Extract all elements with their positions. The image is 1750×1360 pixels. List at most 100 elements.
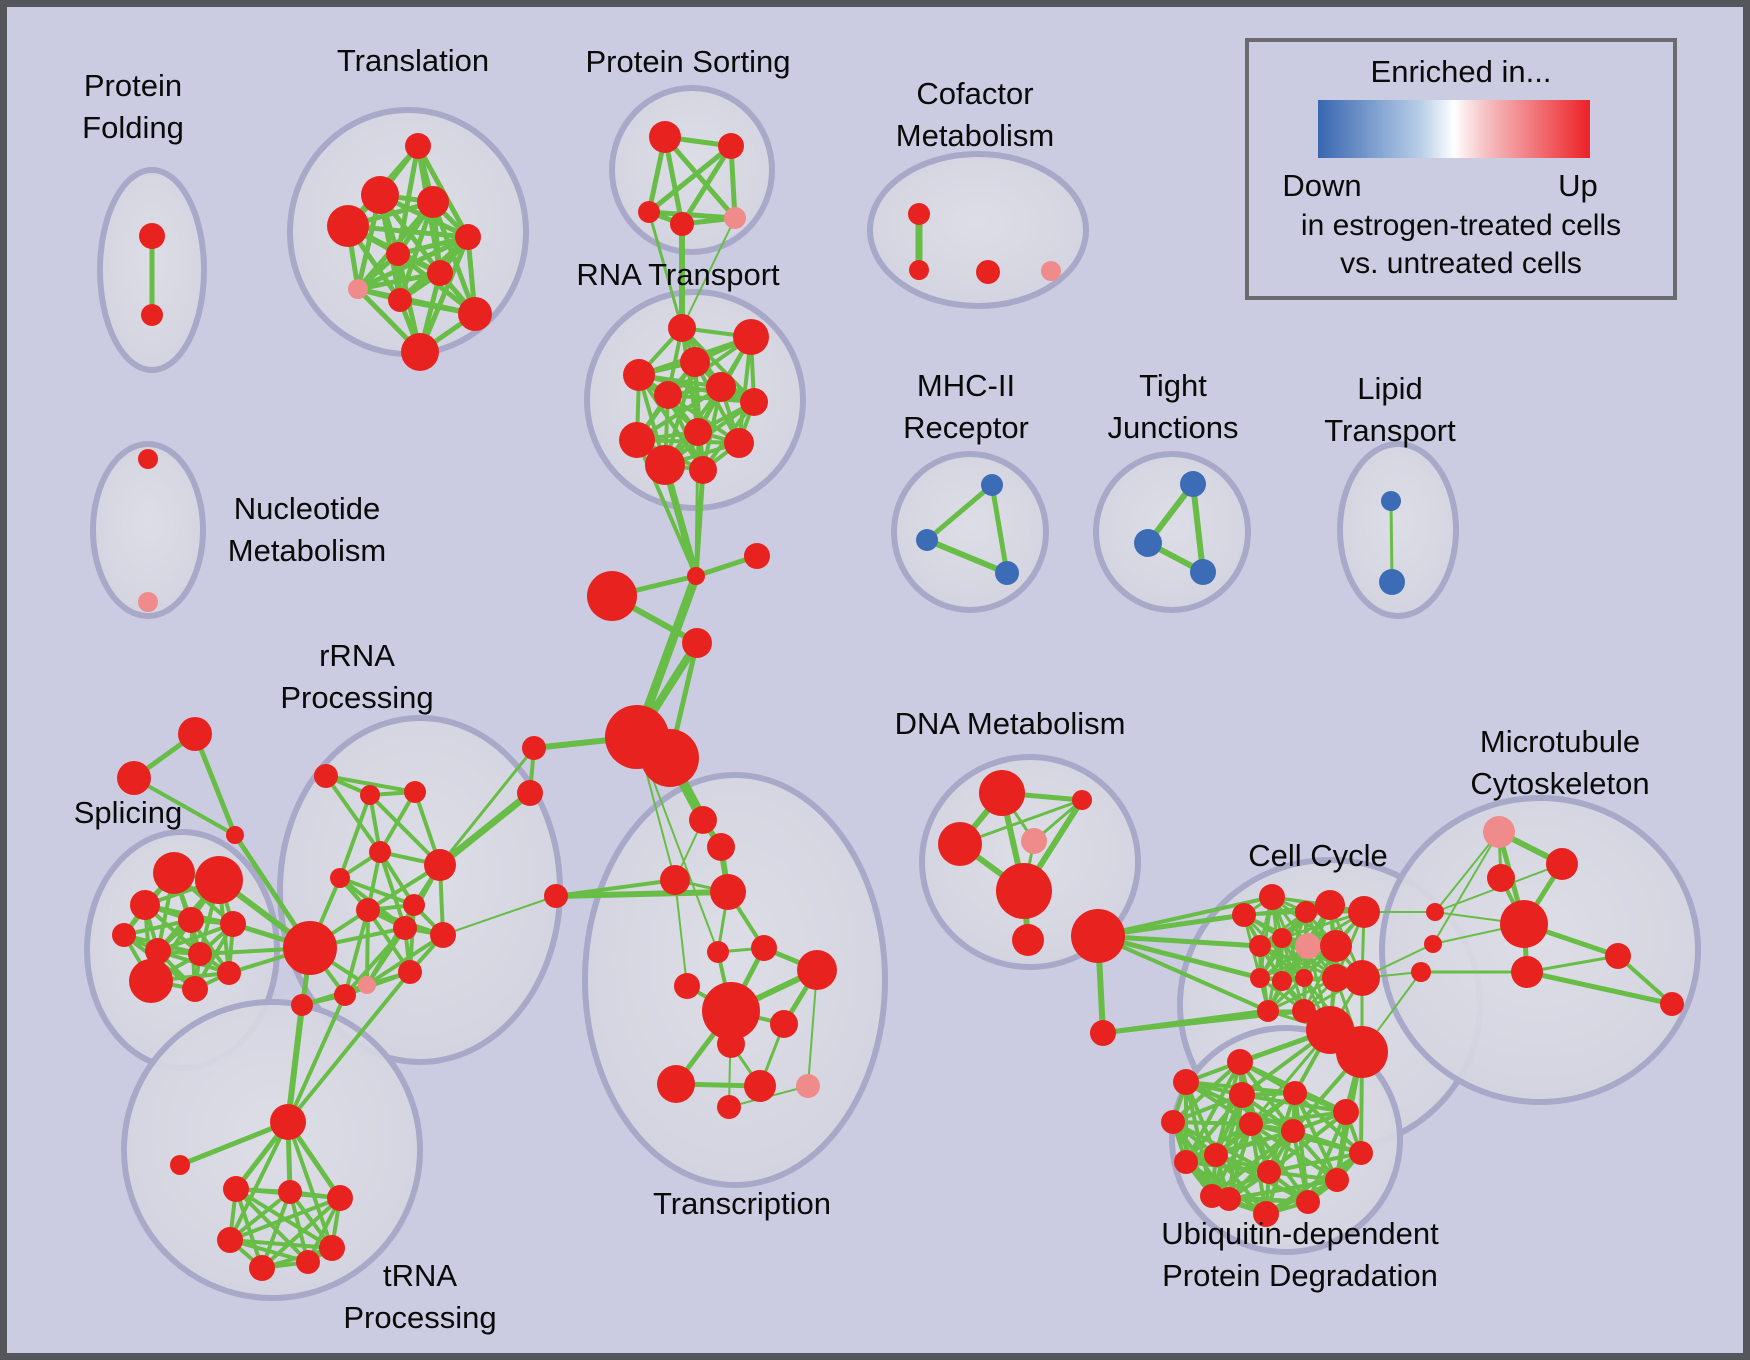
node-cc12 xyxy=(1295,969,1313,987)
edge xyxy=(324,774,417,794)
node-t10 xyxy=(770,1010,798,1038)
node-sp6 xyxy=(112,923,136,947)
node-dm4 xyxy=(1021,828,1047,854)
edge xyxy=(355,270,443,292)
cluster-ellipse-tight-junctions xyxy=(1093,451,1251,613)
edge xyxy=(288,1190,310,1264)
node-ub2 xyxy=(1227,1049,1253,1075)
edge xyxy=(234,1187,264,1270)
node-t4 xyxy=(710,874,746,910)
node-dm1 xyxy=(979,770,1025,816)
node-mt1 xyxy=(1483,816,1515,848)
cluster-label-rna-transport: RNA Transport xyxy=(576,257,780,292)
cluster-labels: Protein Folding Translation Protein Sorting… xyxy=(74,43,1650,1335)
node-t11 xyxy=(717,1030,745,1058)
edge xyxy=(417,234,471,355)
node-nm1 xyxy=(138,449,158,469)
node-tj1 xyxy=(1180,471,1206,497)
node-rt11 xyxy=(645,445,685,485)
node-rr12 xyxy=(358,976,376,994)
edge xyxy=(1184,1093,1244,1164)
cluster-bubbles xyxy=(84,85,1701,1301)
cluster-ellipse-cofactor-metabolism xyxy=(867,151,1089,309)
node-ub16 xyxy=(1253,1201,1279,1227)
node-cc5 xyxy=(1348,896,1380,928)
node-rr8 xyxy=(356,898,380,922)
legend-title: Enriched in... xyxy=(1370,54,1552,89)
node-rr9 xyxy=(283,921,337,975)
legend-subtitle-line2: vs. untreated cells xyxy=(1340,247,1582,280)
node-cc4 xyxy=(1315,890,1345,920)
cluster-ellipse-lipid-transport xyxy=(1337,441,1459,619)
cluster-label-tight-junctions: Tight xyxy=(1139,368,1207,403)
node-ub17 xyxy=(1296,1190,1320,1214)
edge xyxy=(285,1002,305,1125)
edge xyxy=(1095,933,1263,949)
nodes xyxy=(112,121,1684,1281)
edge xyxy=(228,1196,342,1242)
edge xyxy=(1227,1197,1310,1204)
node-lt1 xyxy=(1381,491,1401,511)
node-rr10 xyxy=(393,916,417,940)
edge xyxy=(554,878,677,898)
cluster-label-cofactor-metabolism: Metabolism xyxy=(896,118,1055,153)
node-cc9 xyxy=(1320,930,1352,962)
node-sp4 xyxy=(178,907,204,933)
node-ub11 xyxy=(1349,1141,1373,1165)
cluster-label-protein-sorting: Protein Sorting xyxy=(585,44,790,79)
edge xyxy=(666,393,756,404)
node-nm2 xyxy=(138,592,158,612)
node-tk3 xyxy=(223,1176,249,1202)
legend-box: Enriched in... Down Up in estrogen-treat… xyxy=(1245,38,1677,300)
legend-subtitle-line1: in estrogen-treated cells xyxy=(1300,209,1622,242)
edge xyxy=(1096,934,1270,1013)
edge xyxy=(260,1196,342,1270)
edge xyxy=(1184,1122,1253,1164)
cluster-label-dna-metabolism: DNA Metabolism xyxy=(895,706,1126,741)
node-dm2 xyxy=(1072,790,1092,810)
node-sp2 xyxy=(195,856,243,904)
node-cc14 xyxy=(1344,960,1380,996)
cluster-label-translation: Translation xyxy=(337,43,489,78)
cluster-label-mhc-ii-receptor: MHC-II xyxy=(917,368,1015,403)
node-cf3 xyxy=(976,260,1000,284)
node-tg1 xyxy=(178,717,212,751)
node-tr4 xyxy=(327,205,369,247)
node-cn7 xyxy=(522,736,546,760)
node-tr1 xyxy=(405,133,431,159)
node-cc11 xyxy=(1272,971,1292,991)
node-tr7 xyxy=(427,260,453,286)
edge xyxy=(1306,1110,1348,1204)
node-t5 xyxy=(751,935,777,961)
node-rr15 xyxy=(291,994,313,1016)
edge xyxy=(132,776,237,837)
cluster-label-rrna-processing: Processing xyxy=(280,680,433,715)
node-sp1 xyxy=(153,852,195,894)
edge xyxy=(286,993,347,1124)
node-cc2 xyxy=(1259,884,1285,910)
edge xyxy=(1210,1122,1253,1198)
node-cc3 xyxy=(1295,901,1317,923)
cluster-label-protein-folding: Protein xyxy=(84,68,182,103)
cluster-label-protein-folding: Folding xyxy=(82,110,184,145)
node-rt10 xyxy=(724,428,754,458)
node-ub1 xyxy=(1173,1069,1199,1095)
edge xyxy=(1214,1060,1242,1157)
node-tr3 xyxy=(417,186,449,218)
node-ub8 xyxy=(1239,1112,1263,1136)
edge xyxy=(1190,481,1206,575)
edge xyxy=(177,1119,291,1168)
node-cc15 xyxy=(1257,1000,1279,1022)
node-t15 xyxy=(717,1095,741,1119)
legend-down-label: Down xyxy=(1282,168,1362,203)
cluster-label-ubiquitin-degradation: Ubiquitin-dependent xyxy=(1161,1216,1439,1251)
node-tk7 xyxy=(319,1235,345,1261)
edge xyxy=(1267,1110,1348,1174)
node-t14 xyxy=(796,1074,820,1098)
node-rr2 xyxy=(360,785,380,805)
cluster-label-trna-processing: tRNA xyxy=(383,1258,457,1293)
node-ps4 xyxy=(670,212,694,236)
cluster-ellipse-trna-processing xyxy=(121,999,423,1301)
cluster-label-lipid-transport: Lipid xyxy=(1357,371,1423,406)
node-cc18 xyxy=(1336,1026,1388,1078)
